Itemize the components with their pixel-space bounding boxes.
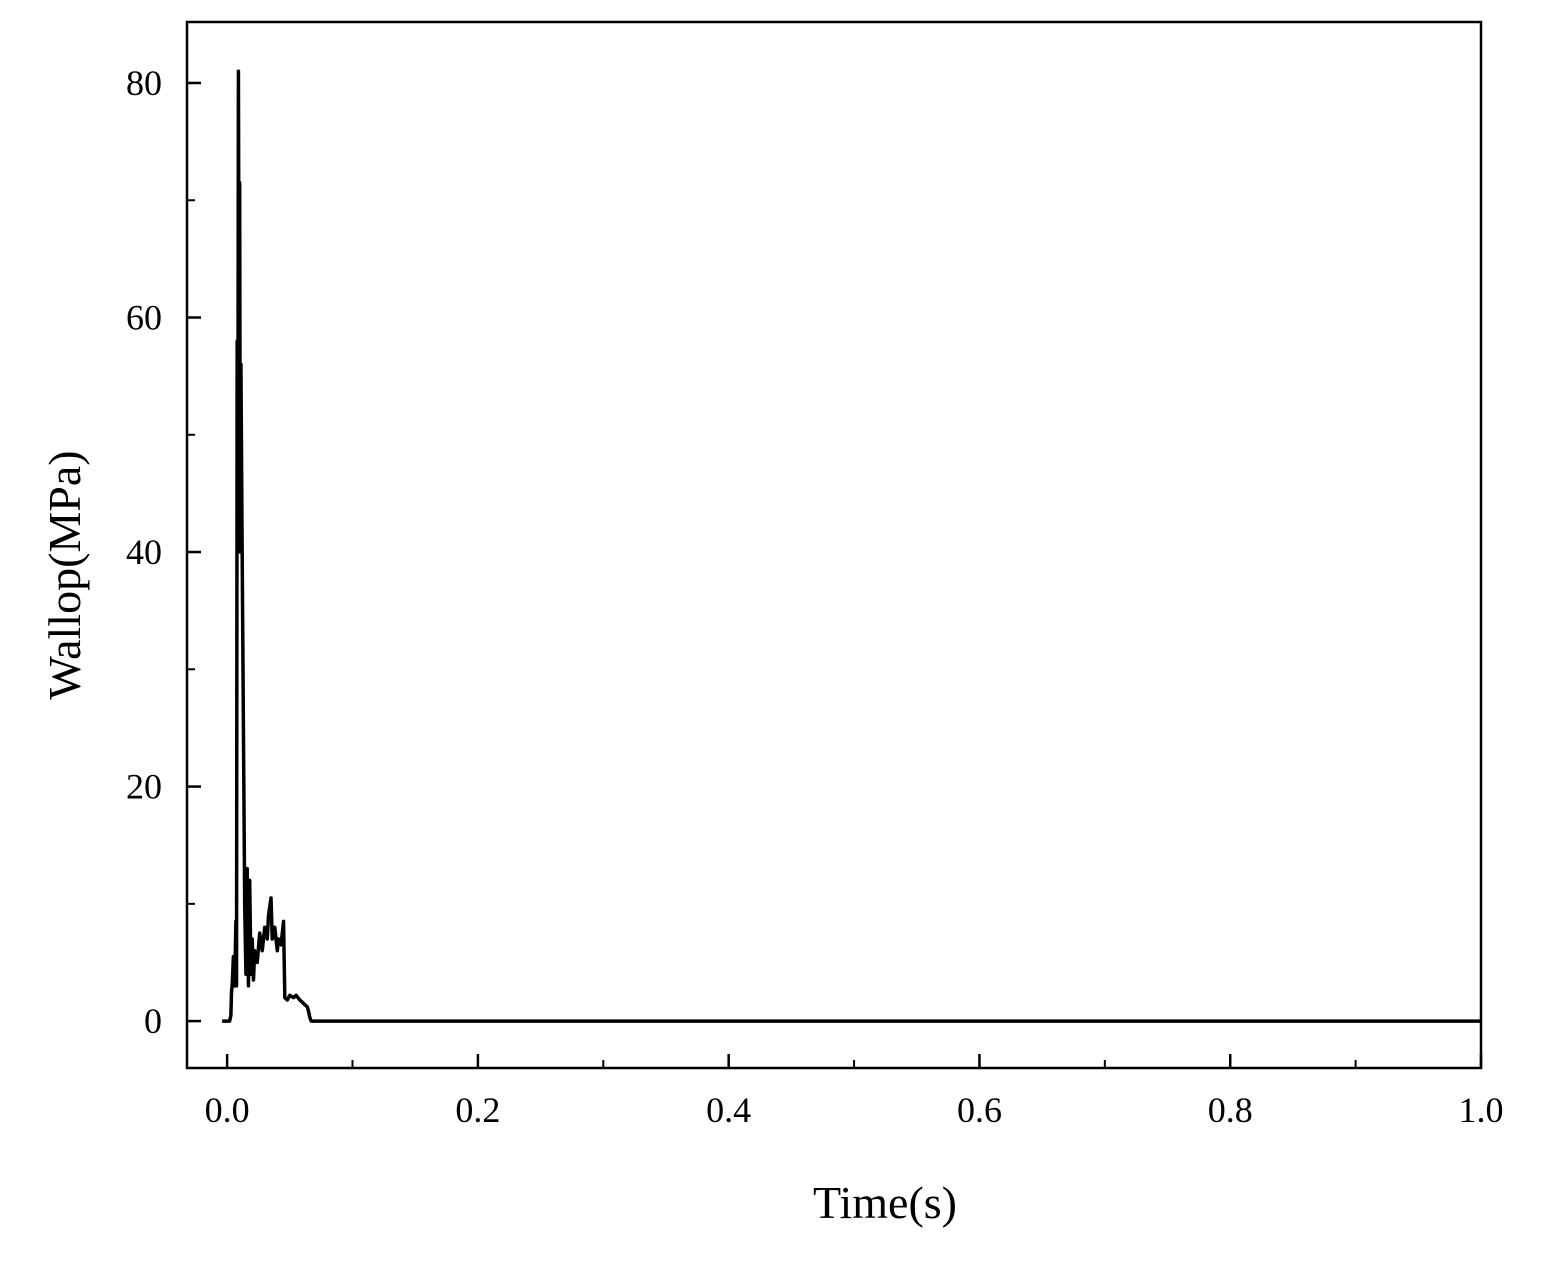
plot-frame xyxy=(185,20,1483,1070)
x-tick-label: 0.0 xyxy=(205,1090,250,1130)
x-tick-label: 1.0 xyxy=(1459,1090,1504,1130)
y-tick-label: 80 xyxy=(126,63,162,103)
data-line xyxy=(222,69,1481,1023)
x-tick-label: 0.8 xyxy=(1208,1090,1253,1130)
x-axis-label: Time(s) xyxy=(813,1177,957,1228)
y-axis-label: Wallop(MPa) xyxy=(39,450,90,699)
x-tick-label: 0.2 xyxy=(455,1090,500,1130)
y-tick-label: 40 xyxy=(126,532,162,572)
y-tick-label: 60 xyxy=(126,298,162,338)
y-tick-label: 0 xyxy=(144,1001,162,1041)
y-tick-label: 20 xyxy=(126,767,162,807)
x-tick-label: 0.6 xyxy=(957,1090,1002,1130)
x-tick-label: 0.4 xyxy=(706,1090,751,1130)
